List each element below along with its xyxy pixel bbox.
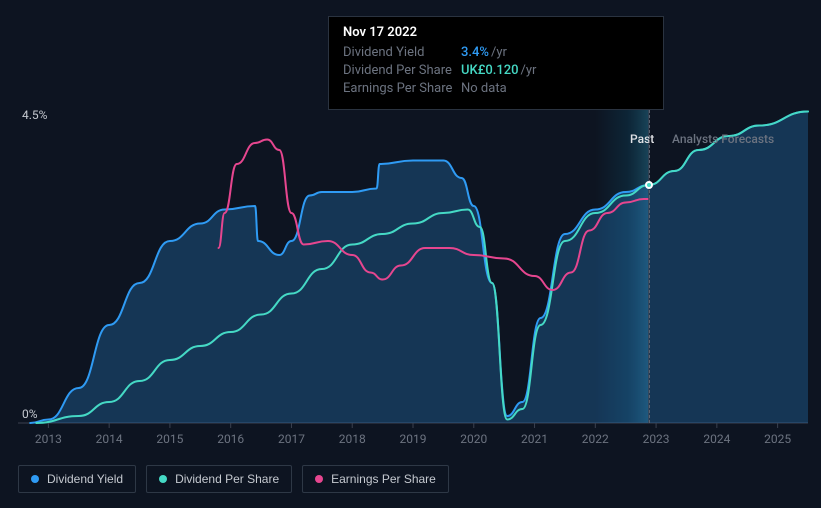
x-axis-tick: 2021	[521, 432, 548, 446]
chart-container: Nov 17 2022 Dividend Yield 3.4%/yr Divid…	[0, 0, 821, 508]
tooltip-label: Earnings Per Share	[343, 80, 461, 98]
x-axis-tick: 2025	[764, 432, 791, 446]
section-label-forecast: Analysts Forecasts	[672, 132, 774, 146]
x-axis-tick: 2023	[643, 432, 670, 446]
x-axis-tick: 2016	[217, 432, 244, 446]
x-axis-tick: 2019	[400, 432, 427, 446]
x-axis-tick: 2022	[582, 432, 609, 446]
x-axis-tick: 2014	[96, 432, 123, 446]
tooltip-date: Nov 17 2022	[343, 25, 649, 40]
y-axis-label-min: 0%	[22, 407, 38, 421]
legend-item-earnings-per-share[interactable]: Earnings Per Share	[302, 465, 449, 493]
legend-dot	[159, 475, 167, 483]
section-label-past: Past	[630, 132, 654, 146]
legend-label: Dividend Yield	[47, 472, 123, 486]
legend-label: Dividend Per Share	[175, 472, 279, 486]
chart-plot-area[interactable]	[18, 108, 808, 423]
x-axis-tick: 2013	[35, 432, 62, 446]
legend-item-dividend-per-share[interactable]: Dividend Per Share	[146, 465, 292, 493]
hover-marker	[645, 181, 653, 189]
x-axis-tick: 2024	[703, 432, 730, 446]
y-axis-label-max: 4.5%	[22, 108, 47, 122]
x-axis-tick: 2020	[460, 432, 487, 446]
hover-guideline	[649, 100, 650, 423]
chart-legend: Dividend Yield Dividend Per Share Earnin…	[18, 465, 449, 493]
x-axis: 2013 2014 2015 2016 2017 2018 2019 2020 2021 2022…	[18, 432, 808, 448]
legend-dot	[31, 475, 39, 483]
x-axis-tick: 2015	[156, 432, 183, 446]
chart-tooltip: Nov 17 2022 Dividend Yield 3.4%/yr Divid…	[328, 16, 664, 110]
tooltip-row-earnings-per-share: Earnings Per Share No data	[343, 80, 649, 98]
chart-svg	[18, 108, 808, 423]
tooltip-row-dividend-per-share: Dividend Per Share UK£0.120/yr	[343, 62, 649, 80]
legend-item-dividend-yield[interactable]: Dividend Yield	[18, 465, 136, 493]
tooltip-row-dividend-yield: Dividend Yield 3.4%/yr	[343, 44, 649, 62]
legend-dot	[315, 475, 323, 483]
tooltip-value: UK£0.120/yr	[461, 62, 536, 80]
tooltip-label: Dividend Per Share	[343, 62, 461, 80]
tooltip-label: Dividend Yield	[343, 44, 461, 62]
legend-label: Earnings Per Share	[331, 472, 436, 486]
tooltip-value: No data	[461, 80, 507, 98]
x-axis-tick: 2018	[339, 432, 366, 446]
x-axis-tick: 2017	[278, 432, 305, 446]
tooltip-value: 3.4%/yr	[461, 44, 507, 62]
